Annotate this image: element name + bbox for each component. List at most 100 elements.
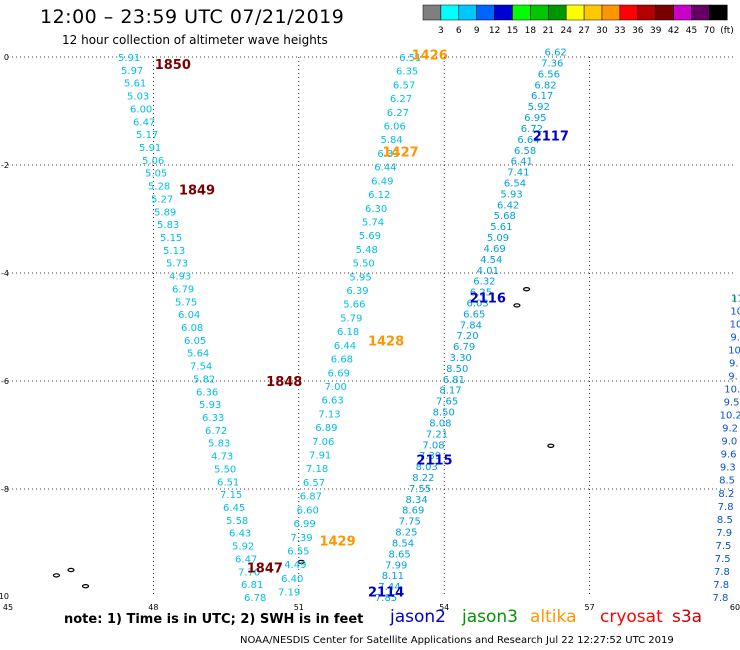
wave-height-value: 9.5 (724, 398, 740, 409)
wave-height-value: 6.06 (384, 122, 406, 133)
wave-height-value: 10 (730, 306, 740, 317)
lat-tick-label: -4 (1, 269, 9, 278)
island-outline (81, 584, 90, 589)
wave-height-value: 7.18 (306, 464, 328, 475)
wave-height-value: 7.21 (426, 429, 448, 440)
wave-height-value: 8.50 (446, 364, 468, 375)
wave-height-value: 10 (730, 319, 740, 330)
lon-tick-label: 54 (439, 603, 449, 612)
wave-height-value: 4.49 (284, 560, 306, 571)
wave-height-value: 6.65 (463, 309, 485, 320)
wave-height-value: 6.64 (517, 135, 539, 146)
lon-tick-label: 57 (585, 603, 595, 612)
wave-height-value: 9. (728, 371, 738, 382)
wave-height-value: 7.15 (220, 490, 242, 501)
lat-tick-label: 0 (4, 53, 9, 62)
wave-height-value: 9.6 (721, 450, 737, 461)
wave-height-value: 10. (724, 385, 740, 396)
wave-height-value: 6.12 (368, 190, 390, 201)
wave-height-value: 7.75 (399, 517, 421, 528)
wave-height-value: 6.79 (172, 284, 194, 295)
colorbar-tick-label: 39 (650, 26, 662, 36)
wave-height-value: 4.73 (211, 452, 233, 463)
wave-height-value: 6.36 (196, 387, 218, 398)
wave-height-value: 6.44 (334, 341, 356, 352)
pass-label: 1427 (382, 146, 418, 161)
wave-height-value: 6.49 (371, 176, 393, 187)
wave-height-value: 8.03 (416, 462, 438, 473)
wave-height-value: 9.0 (721, 437, 737, 448)
wave-height-value: 6.63 (321, 396, 343, 407)
wave-height-value: 6.51 (217, 477, 239, 488)
wave-height-value: 5.97 (121, 66, 143, 77)
wave-height-value: 6.27 (387, 108, 409, 119)
island-outline (547, 443, 555, 448)
wave-height-value: 4.69 (483, 244, 505, 255)
wave-height-value: 6.68 (331, 355, 353, 366)
wave-height-value: 6.58 (514, 146, 536, 157)
wave-height-value: 7.8 (714, 567, 730, 578)
wave-height-value: 8.22 (412, 473, 434, 484)
wave-height-value: 6.27 (390, 94, 412, 105)
wave-height-value: 5.83 (208, 439, 230, 450)
wave-height-value: 5.50 (214, 464, 236, 475)
colorbar-tick-label: 33 (614, 26, 625, 36)
wave-height-value: 6.72 (521, 124, 543, 135)
wave-height-value: 6.17 (531, 91, 553, 102)
wave-height-value: 5.13 (163, 246, 185, 257)
wave-height-value: 10.2 (720, 411, 740, 422)
sat-label-jason3: jason3 (462, 607, 518, 627)
wave-height-value: 8.11 (382, 571, 404, 582)
wave-height-value: 6.08 (181, 323, 203, 334)
wave-height-value: 7.39 (290, 533, 312, 544)
wave-height-value: 5.91 (139, 143, 161, 154)
wave-height-value: 8.50 (433, 408, 455, 419)
colorbar-legend: 3 6 9 12 15 18 21 24 27 30 33 36 39 42 45 70 (ft) (422, 4, 734, 36)
wave-height-value: 6.42 (497, 200, 519, 211)
wave-height-value: 7.9 (716, 528, 732, 539)
colorbar-tick-label: 70 (704, 26, 716, 36)
colorbar-tick-label: 6 (456, 26, 462, 36)
wave-height-value: 4.54 (480, 255, 502, 266)
wave-height-value: 7.55 (409, 484, 431, 495)
wave-height-value: 6.78 (244, 593, 266, 604)
wave-height-value: 5.09 (487, 233, 509, 244)
wave-height-value: 7.91 (309, 451, 331, 462)
lon-tick-label: 45 (3, 603, 13, 612)
wave-height-value: 9. (730, 332, 740, 343)
wave-height-value: 5.17 (136, 130, 158, 141)
island-outline (513, 303, 521, 308)
wave-height-value: 7.41 (507, 168, 529, 179)
colorbar-tick-label: 27 (578, 26, 589, 36)
wave-height-value: 8.5 (717, 515, 733, 526)
island-outline (297, 559, 305, 565)
wave-height-value: 5.15 (160, 233, 182, 244)
wave-height-value: 8.25 (395, 528, 417, 539)
wave-height-value: 7.39 (419, 451, 441, 462)
wave-height-value: 5.64 (187, 349, 209, 360)
wave-height-value: 5.91 (118, 53, 140, 64)
wave-height-value: 7.36 (541, 59, 563, 70)
wave-height-value: 4.93 (169, 272, 191, 283)
wave-height-value: 6.04 (178, 310, 200, 321)
wave-height-value: 5.06 (142, 156, 164, 167)
wave-height-value: 6.44 (374, 163, 396, 174)
wave-height-value: 5.48 (356, 245, 378, 256)
wave-height-value: 6.95 (524, 113, 546, 124)
pass-label: 2114 (368, 586, 404, 601)
wave-height-value: 7.08 (422, 440, 444, 451)
colorbar-tick-label: 12 (489, 26, 500, 36)
island-outline (522, 287, 531, 292)
wave-height-value: 9.3 (720, 463, 736, 474)
wave-height-value: 5.58 (226, 516, 248, 527)
pass-label: 1426 (412, 48, 448, 63)
wave-height-value: 8.34 (405, 495, 427, 506)
wave-height-value: 6.62 (545, 48, 567, 59)
wave-height-value: 6.99 (294, 519, 316, 530)
wave-height-value: 6.54 (504, 178, 526, 189)
wave-height-value: 10 (728, 345, 740, 356)
lon-tick-label: 51 (294, 603, 304, 612)
wave-height-value: 7.8 (713, 580, 729, 591)
pass-label: 2116 (470, 291, 506, 306)
wave-height-value: 6.55 (287, 546, 309, 557)
